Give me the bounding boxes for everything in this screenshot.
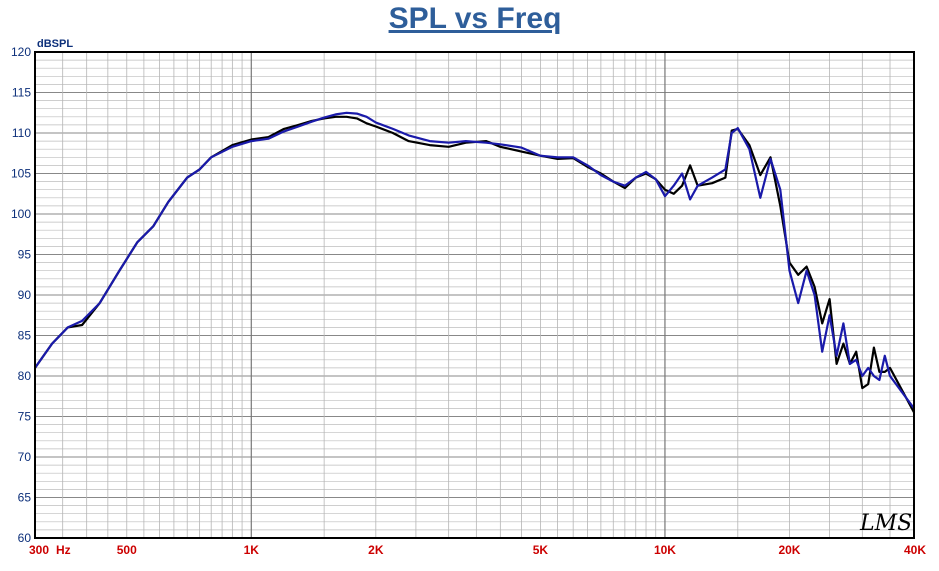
y-tick-label: 120 [11,45,31,59]
x-tick-label: 500 [117,543,137,557]
x-tick-label: 10K [654,543,676,557]
y-tick-label: 115 [12,86,31,100]
data-series [34,111,915,413]
y-axis-label: dBSPL [37,38,73,50]
y-tick-label: 80 [18,369,32,383]
x-axis-ticks: 300 500 1K 2K 5K 10K 20K 40K [29,543,926,557]
x-tick-label: 2K [368,543,384,557]
y-tick-label: 105 [11,167,31,181]
y-tick-label: 110 [12,126,31,140]
lms-watermark-logo: LMS [859,511,912,536]
y-tick-label: 70 [18,450,32,464]
y-axis-ticks: 60 65 70 75 80 85 90 95 100 105 110 115 120 [11,45,31,545]
x-tick-label: 5K [533,543,549,557]
plot-frame [34,51,915,539]
x-axis-unit-label: Hz [56,543,71,557]
chart-title: SPL vs Freq [388,2,562,35]
y-tick-label: 95 [18,248,32,262]
y-tick-label: 75 [18,410,32,424]
y-tick-label: 60 [18,531,32,545]
series-line-2 [34,111,915,410]
y-tick-label: 85 [18,329,32,343]
y-tick-label: 90 [18,288,32,302]
y-tick-label: 100 [11,207,31,221]
x-tick-label: 20K [778,543,800,557]
x-tick-label: 40K [904,543,926,557]
grid-lines [35,52,914,538]
y-tick-label: 65 [18,491,32,505]
x-tick-label: 1K [244,543,260,557]
x-tick-label: 300 [29,543,49,557]
